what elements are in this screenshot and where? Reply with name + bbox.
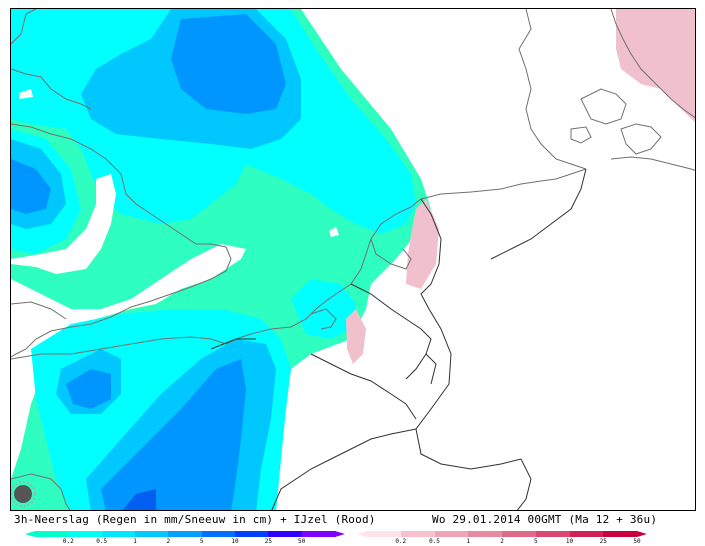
ice-field (346, 9, 695, 364)
ice-legend-swatch (502, 531, 536, 537)
rain-legend-tick-label: 10 (231, 538, 239, 545)
ice-legend-tick-label: 0.2 (395, 538, 407, 545)
ice-legend-arrow-left (357, 531, 367, 537)
rain-legend-tick-label: 50 (298, 538, 306, 545)
ice-legend-swatch (367, 531, 401, 537)
rain-legend-tick-label: 0.2 (62, 538, 74, 545)
rain-legend-tick-label: 5 (199, 538, 204, 545)
ice-legend-tick-label: 5 (533, 538, 538, 545)
rain-legend: 0.2 0.5 1 2 5 10 25 50 (25, 531, 345, 545)
rain-legend-swatch (68, 531, 103, 537)
precipitation-map (11, 9, 695, 510)
rain-field (11, 9, 431, 510)
ice-legend-tick-label: 50 (633, 538, 641, 545)
ice-legend-tick-label: 10 (565, 538, 574, 545)
rain-legend-swatch (301, 531, 336, 537)
rain-legend-arrow-right (335, 531, 345, 537)
rain-legend-tick-label: 2 (166, 538, 171, 545)
rain-legend-swatch (135, 531, 169, 537)
map-caption-time: Wo 29.01.2014 00GMT (Ma 12 + 36u) (432, 513, 658, 526)
rain-legend-swatch (168, 531, 203, 537)
rain-legend-tick-label: 25 (264, 538, 272, 545)
ice-legend-tick-label: 0.5 (429, 538, 440, 545)
rain-legend-swatch (35, 531, 69, 537)
ice-legend-swatch (434, 531, 469, 537)
rain-legend-tick-label: 1 (133, 538, 137, 545)
ice-legend-swatch (603, 531, 638, 537)
ice-legend-swatch (400, 531, 435, 537)
ice-legend-tick-label: 1 (466, 538, 471, 545)
rain-legend-swatch (201, 531, 236, 537)
ice-legend-swatch (468, 531, 503, 537)
rain-legend-arrow-left (25, 531, 35, 537)
map-frame (10, 8, 696, 511)
ice-legend: 0.2 0.5 1 2 5 10 25 50 (357, 531, 647, 545)
rain-legend-tick-label: 0.5 (96, 538, 108, 545)
rain-legend-swatch (101, 531, 136, 537)
coastlines (11, 9, 695, 510)
ice-legend-arrow-right (637, 531, 647, 537)
ice-legend-tick-label: 2 (500, 538, 504, 545)
ice-legend-swatch (569, 531, 604, 537)
rain-legend-swatch (268, 531, 303, 537)
map-caption-title: 3h-Neerslag (Regen in mm/Sneeuw in cm) +… (14, 513, 376, 526)
country-borders (210, 168, 587, 510)
rain-legend-swatch (235, 531, 269, 537)
ice-legend-swatch (535, 531, 570, 537)
ice-legend-tick-label: 25 (599, 538, 607, 545)
spinner-logo-icon (11, 481, 36, 507)
